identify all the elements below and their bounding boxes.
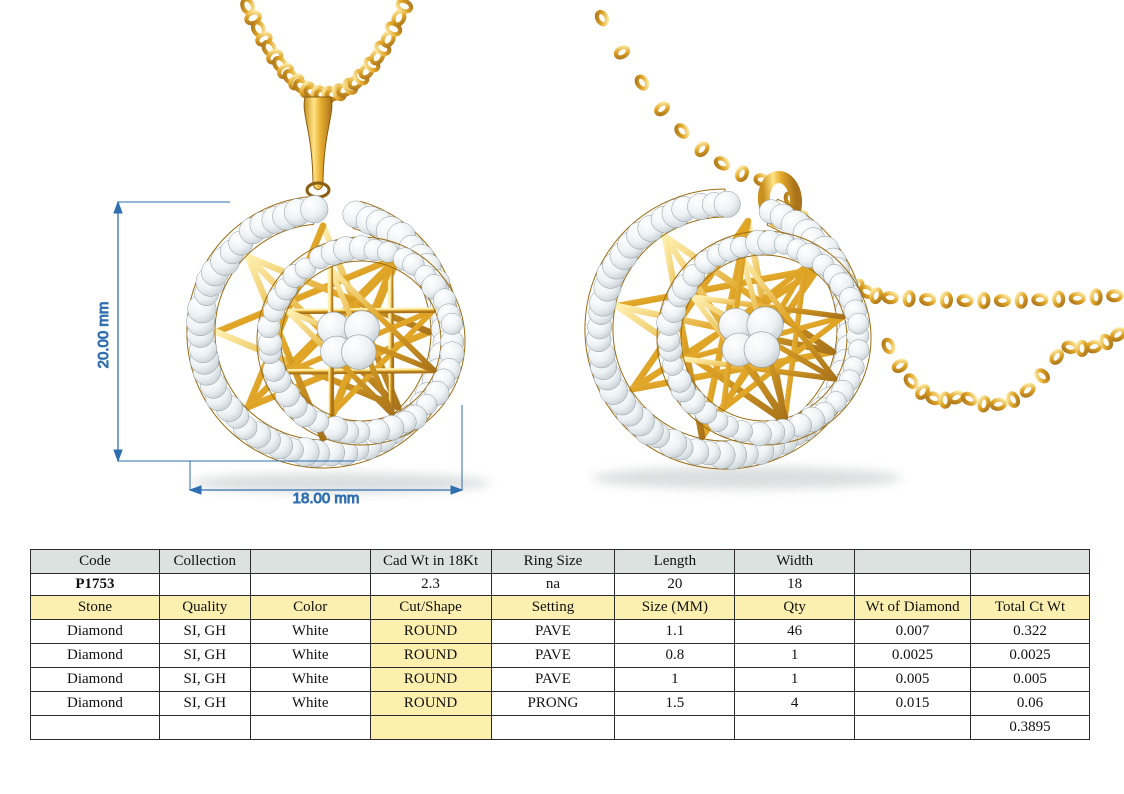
svg-text:20.00 mm: 20.00 mm <box>95 302 112 369</box>
svg-text:18.00 mm: 18.00 mm <box>293 490 360 507</box>
